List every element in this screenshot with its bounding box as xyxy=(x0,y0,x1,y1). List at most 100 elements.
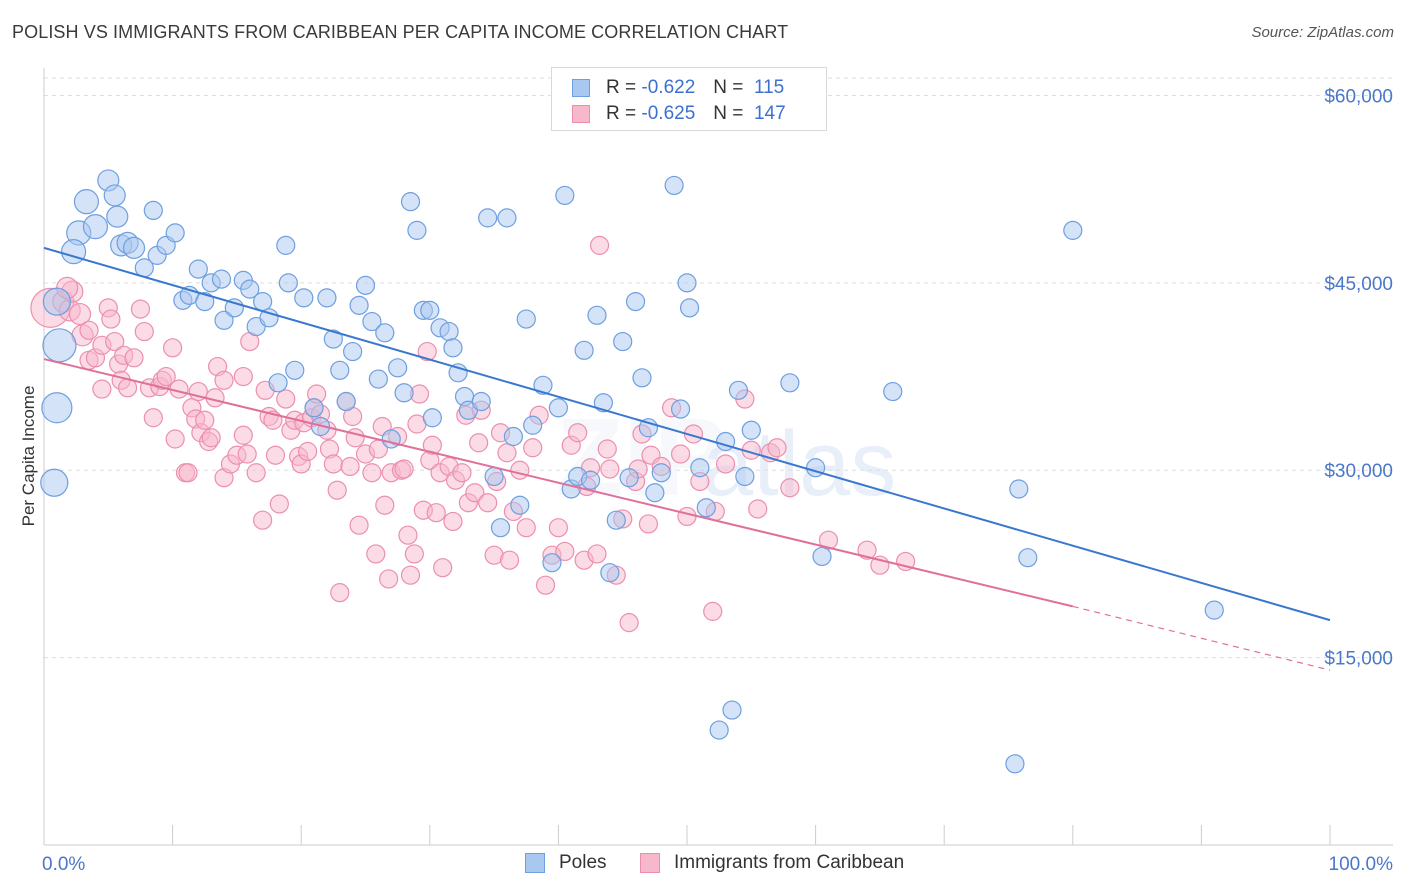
point-poles xyxy=(276,235,296,255)
y-tick-label: $60,000 xyxy=(1324,86,1393,107)
legend-n-label: N = xyxy=(713,77,744,98)
point-poles xyxy=(343,341,363,362)
legend-r-label: R = xyxy=(606,77,637,98)
point-caribbean xyxy=(443,511,463,532)
point-caribbean xyxy=(433,558,453,578)
bottom-legend-label-caribbean: Immigrants from Caribbean xyxy=(674,852,905,873)
point-poles xyxy=(1018,548,1038,568)
point-poles xyxy=(471,391,491,412)
point-caribbean xyxy=(134,321,154,342)
point-caribbean xyxy=(165,429,185,449)
point-poles xyxy=(613,331,633,352)
point-poles xyxy=(42,287,71,316)
point-caribbean xyxy=(398,525,418,545)
point-caribbean xyxy=(748,499,768,519)
point-caribbean xyxy=(349,515,369,535)
point-poles xyxy=(362,311,382,332)
point-caribbean xyxy=(92,379,112,399)
point-caribbean xyxy=(79,320,99,340)
point-poles xyxy=(349,295,369,315)
point-poles xyxy=(632,368,652,388)
point-poles xyxy=(722,700,742,720)
point-caribbean xyxy=(276,389,296,409)
y-tick-label: $45,000 xyxy=(1324,274,1393,295)
legend-r-value-caribbean: -0.625 xyxy=(641,103,696,124)
point-poles xyxy=(368,369,388,389)
point-poles xyxy=(443,338,463,358)
point-poles xyxy=(503,426,523,447)
point-poles xyxy=(323,329,343,349)
point-caribbean xyxy=(568,423,588,443)
point-poles xyxy=(285,360,305,380)
point-poles xyxy=(709,720,729,740)
point-caribbean xyxy=(523,438,543,458)
point-poles xyxy=(388,358,408,378)
legend-r-value-poles: -0.622 xyxy=(641,77,696,98)
point-poles xyxy=(330,360,350,380)
point-caribbean xyxy=(715,454,736,474)
point-poles xyxy=(294,288,314,308)
point-poles xyxy=(407,220,427,240)
point-poles xyxy=(336,391,356,412)
point-caribbean xyxy=(298,441,318,462)
point-poles xyxy=(696,498,716,518)
point-poles xyxy=(381,429,401,449)
point-poles xyxy=(195,291,215,312)
legend-row-poles: R = -0.622 N = 115 xyxy=(572,76,784,100)
point-poles xyxy=(394,383,414,403)
point-caribbean xyxy=(400,565,421,585)
point-caribbean xyxy=(857,540,877,560)
point-poles xyxy=(478,208,498,228)
point-poles xyxy=(542,553,562,573)
x-tick-label-max: 100.0% xyxy=(1329,854,1394,875)
point-caribbean xyxy=(143,408,163,428)
point-caribbean xyxy=(478,493,498,513)
point-poles xyxy=(304,398,324,418)
legend-r-label: R = xyxy=(606,103,637,124)
point-caribbean xyxy=(327,480,347,500)
point-poles xyxy=(490,518,511,538)
point-caribbean xyxy=(703,601,723,621)
point-poles xyxy=(679,298,700,318)
watermark-zip: ZIP xyxy=(556,396,727,519)
point-caribbean xyxy=(323,454,343,474)
trend-line-caribbean xyxy=(43,358,1074,608)
point-poles xyxy=(484,466,504,487)
point-poles xyxy=(268,373,288,393)
point-poles xyxy=(580,470,601,490)
point-poles xyxy=(106,205,129,228)
point-poles xyxy=(548,398,569,418)
point-poles xyxy=(651,463,671,483)
x-tick-label-min: 0.0% xyxy=(42,854,85,875)
point-poles xyxy=(593,393,614,413)
point-poles xyxy=(728,380,749,400)
point-poles xyxy=(1005,754,1025,774)
bottom-legend-swatch-poles xyxy=(525,853,545,873)
point-poles xyxy=(677,273,697,293)
legend-row-caribbean: R = -0.625 N = 147 xyxy=(572,102,786,126)
point-poles xyxy=(735,466,755,487)
point-caribbean xyxy=(597,439,617,459)
point-poles xyxy=(600,563,620,583)
point-caribbean xyxy=(101,309,121,329)
point-poles xyxy=(741,420,761,440)
point-poles xyxy=(812,546,832,567)
trend-line-caribbean-extension xyxy=(1072,605,1331,671)
point-caribbean xyxy=(379,569,399,589)
point-caribbean xyxy=(130,299,151,319)
point-poles xyxy=(240,279,260,299)
point-caribbean xyxy=(818,530,839,550)
point-caribbean xyxy=(253,510,273,530)
legend-swatch-caribbean xyxy=(572,105,590,123)
chart-title: POLISH VS IMMIGRANTS FROM CARIBBEAN PER … xyxy=(12,22,789,42)
point-caribbean xyxy=(233,366,253,387)
y-tick-label: $30,000 xyxy=(1324,461,1393,482)
point-poles xyxy=(42,328,77,363)
point-caribbean xyxy=(548,518,569,538)
point-poles xyxy=(516,309,536,329)
point-poles xyxy=(355,275,376,295)
point-caribbean xyxy=(619,613,639,633)
point-poles xyxy=(82,214,109,240)
point-caribbean xyxy=(417,341,437,362)
point-poles xyxy=(574,340,594,360)
